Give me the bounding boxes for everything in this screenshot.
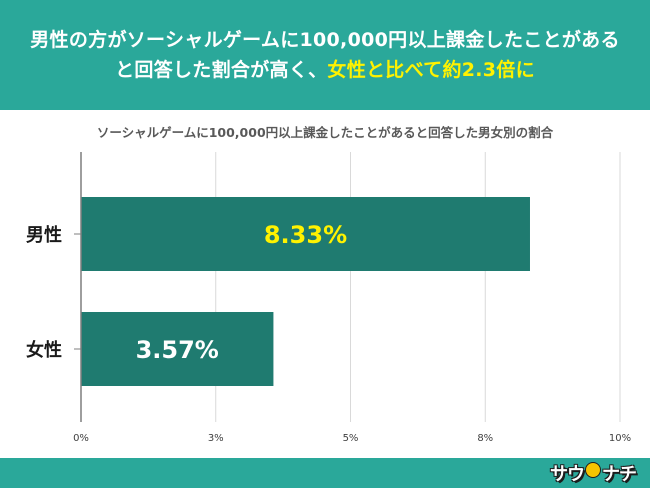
headline-highlight: 女性と比べて約2.3倍に — [327, 59, 535, 81]
category-label: 女性 — [26, 339, 62, 361]
footer-bar: サウ ナチ — [0, 458, 650, 488]
logo-text-2: ナチ — [602, 464, 637, 485]
category-label: 男性 — [26, 224, 62, 246]
x-tick-label: 5% — [343, 433, 359, 444]
bar — [81, 197, 530, 271]
logo-text-1: サウ — [550, 464, 585, 485]
headline-line-2: と回答した割合が高く、女性と比べて約2.3倍に — [115, 55, 535, 85]
x-tick-label: 0% — [73, 433, 89, 444]
coin-icon — [585, 462, 601, 478]
headline-line-2-text: と回答した割合が高く、 — [115, 59, 328, 81]
data-label: 3.57% — [136, 336, 219, 364]
x-tick-label: 3% — [208, 433, 224, 444]
chart-title: ソーシャルゲームに100,000円以上課金したことがあると回答した男女別の割合 — [96, 125, 554, 140]
x-tick-label: 8% — [477, 433, 493, 444]
header-banner: 男性の方がソーシャルゲームに100,000円以上課金したことがある と回答した割… — [0, 0, 650, 110]
x-tick-label: 10% — [609, 433, 631, 444]
brand-logo: サウ ナチ — [550, 460, 637, 486]
headline-line-1: 男性の方がソーシャルゲームに100,000円以上課金したことがある — [30, 29, 620, 51]
bar — [81, 312, 274, 386]
data-label: 8.33% — [264, 221, 347, 249]
